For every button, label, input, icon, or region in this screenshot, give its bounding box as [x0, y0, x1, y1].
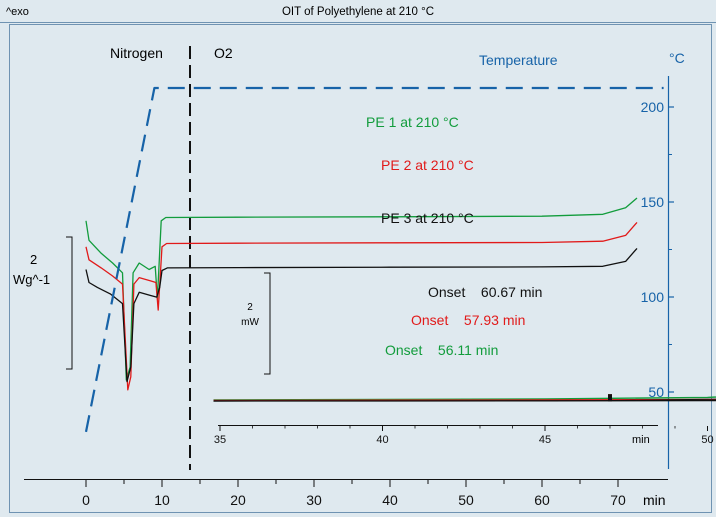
x-axis-unit: min	[643, 492, 666, 508]
inset-x-tick-label-45: 45	[539, 434, 551, 446]
right-tick-label-200: 200	[641, 99, 665, 115]
right-tick-label-100: 100	[641, 289, 665, 305]
left-scale-unit: Wg^-1	[13, 272, 50, 287]
pe1-label: PE 1 at 210 °C	[366, 114, 459, 130]
left-scale-value: 2	[30, 252, 37, 267]
inset-scale-value: 2	[247, 302, 253, 313]
exo-label: ^exo	[6, 6, 29, 18]
temperature-label: Temperature	[479, 52, 558, 68]
inset-x-tick-label-50: 50	[701, 434, 713, 446]
x-tick-label-0: 0	[82, 492, 90, 508]
inset-x-tick-label-35: 35	[214, 434, 226, 446]
x-tick-label-50: 50	[458, 492, 474, 508]
x-tick-label-60: 60	[534, 492, 550, 508]
right-axis-unit: °C	[669, 50, 685, 66]
inset-x-tick-label-40: 40	[376, 434, 388, 446]
nitrogen-label: Nitrogen	[110, 45, 163, 61]
onset-pe1-label: Onset 56.11 min	[385, 342, 498, 358]
onset-pe3-label: Onset 60.67 min	[428, 284, 542, 300]
pe3-label: PE 3 at 210 °C	[381, 210, 474, 226]
x-tick-label-30: 30	[306, 492, 322, 508]
pe2-label: PE 2 at 210 °C	[381, 157, 474, 173]
inset-x-unit: min	[632, 434, 650, 446]
x-tick-label-40: 40	[382, 492, 398, 508]
onset-pe2-label: Onset 57.93 min	[411, 312, 525, 328]
chart-title: OIT of Polyethylene at 210 °C	[282, 6, 434, 18]
right-tick-label-150: 150	[641, 194, 665, 210]
inset-scale-unit: mW	[241, 317, 259, 328]
x-tick-label-70: 70	[610, 492, 626, 508]
x-tick-label-10: 10	[154, 492, 170, 508]
x-tick-label-20: 20	[230, 492, 246, 508]
oxygen-label: O2	[214, 45, 233, 61]
